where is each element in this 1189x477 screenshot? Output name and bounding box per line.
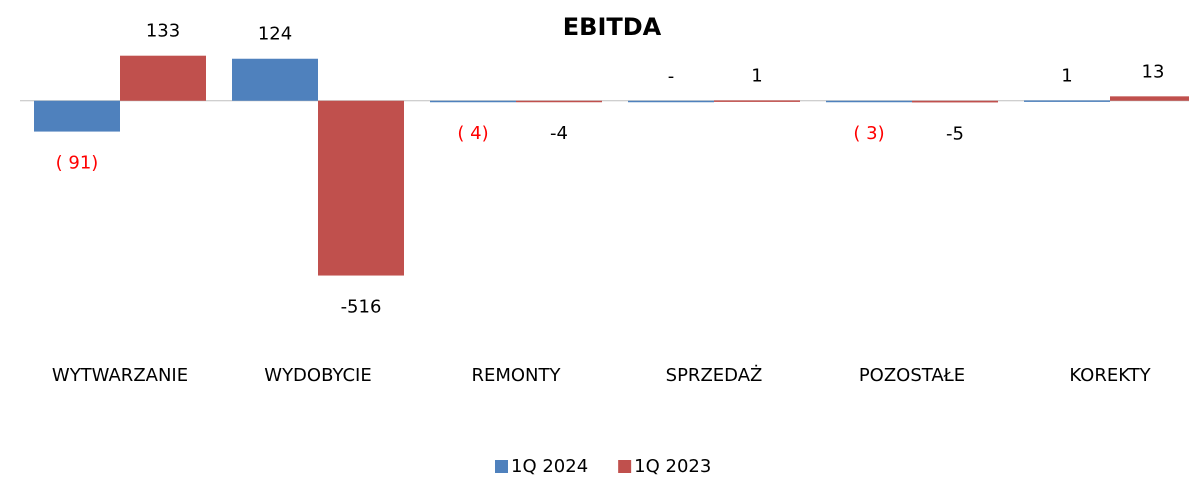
data-label: 124 [258,24,292,45]
legend-label: 1Q 2023 [634,456,711,477]
data-label: ( 4) [457,123,488,144]
data-label: -4 [550,123,568,144]
x-tick-label: KOREKTY [1069,365,1151,386]
data-label: 1 [751,65,762,86]
data-label: 13 [1142,61,1165,82]
bar [912,100,998,103]
chart-title: EBITDA [563,13,662,41]
x-tick-label: SPRZEDAŻ [666,365,763,386]
bar [1024,100,1110,102]
bar [232,58,318,101]
bar [714,100,800,102]
data-label: 1 [1061,65,1072,86]
bar [120,55,206,101]
bar [1110,96,1189,101]
legend-swatch [495,460,508,473]
legend-label: 1Q 2024 [511,456,588,477]
bar [34,100,120,132]
x-tick-label: WYTWARZANIE [52,365,188,386]
data-label: -516 [341,297,382,318]
data-label: ( 91) [56,153,99,174]
x-tick-label: WYDOBYCIE [264,365,371,386]
bar [516,100,602,103]
bar [826,100,912,103]
bar [628,100,714,103]
bar [318,100,404,276]
data-label: -5 [946,123,964,144]
x-tick-label: REMONTY [471,365,561,386]
data-label: ( 3) [853,123,884,144]
bar [430,100,516,103]
legend-swatch [618,460,632,473]
x-tick-label: POZOSTAŁE [859,365,965,386]
data-label: 133 [146,21,180,42]
data-label: - [668,66,675,87]
